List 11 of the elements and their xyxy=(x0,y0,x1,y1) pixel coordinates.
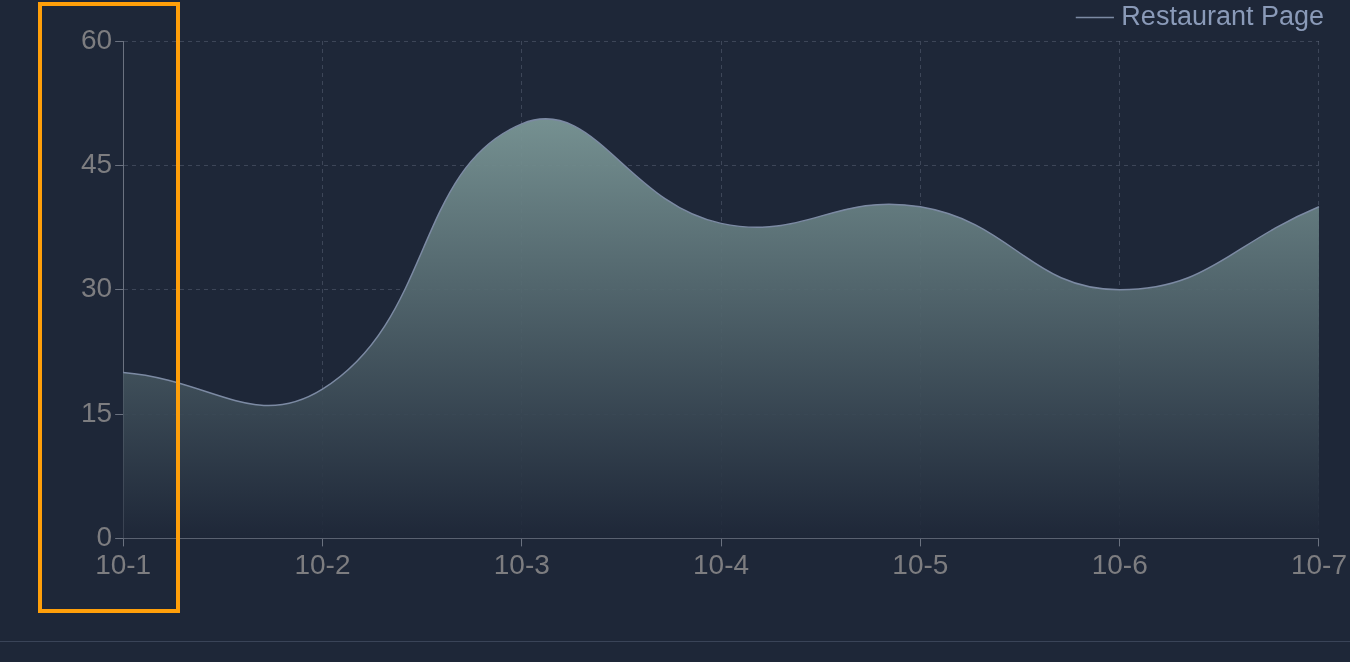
y-tick-label: 30 xyxy=(80,272,113,304)
x-tick-label: 10-5 xyxy=(892,548,949,580)
x-tick-label: 10-3 xyxy=(493,548,550,580)
legend-label: Restaurant Page xyxy=(1121,0,1325,31)
x-tick-label: 10-4 xyxy=(693,548,750,580)
x-tick-label: 10-2 xyxy=(294,548,351,580)
y-tick-label: 15 xyxy=(80,396,113,428)
x-tick-label: 10-7 xyxy=(1290,548,1347,580)
y-tick-label: 60 xyxy=(80,23,113,55)
x-tick-label: 10-6 xyxy=(1091,548,1148,580)
y-tick-label: 45 xyxy=(80,148,113,180)
